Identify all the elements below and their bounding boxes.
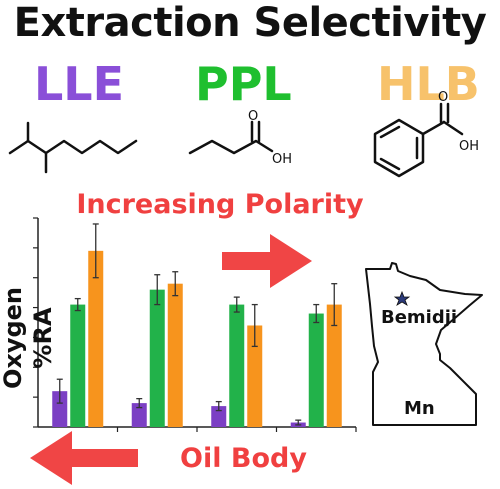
increasing-polarity-label: Increasing Polarity (76, 189, 364, 220)
error-bar-hlb-2 (172, 271, 179, 297)
error-bar-ppl-2 (154, 274, 161, 306)
chart-bars (52, 223, 342, 427)
bar-hlb-4 (326, 304, 342, 427)
city-label: Bemidji (381, 307, 458, 328)
bar-ppl-4 (308, 313, 324, 427)
error-bar-lle-3 (215, 400, 222, 412)
arrow-left-icon (30, 431, 138, 485)
bar-lle-2 (131, 403, 147, 427)
error-bar-lle-2 (136, 397, 143, 409)
bar-hlb-3 (247, 325, 263, 427)
bar-hlb-2 (167, 283, 183, 427)
bar-ppl-2 (149, 289, 165, 427)
method-label-hlb: HLB (377, 57, 480, 111)
error-bar-ppl-1 (74, 297, 81, 312)
oil-body-label: Oil Body (180, 443, 307, 474)
error-bar-hlb-1 (92, 223, 99, 279)
alkane-main-chain (8, 139, 138, 155)
benzoic-acid-structure (373, 102, 464, 178)
error-bar-hlb-3 (251, 303, 258, 348)
ring-double-bond-3 (379, 157, 401, 171)
ring-double-bond-1 (379, 125, 401, 139)
error-bar-lle-1 (56, 378, 63, 404)
bar-lle-3 (211, 406, 227, 427)
bar-ppl-3 (229, 304, 245, 427)
benzoic-hydroxyl-label: OH (459, 139, 479, 154)
chart-axes (37, 218, 356, 428)
bar-hlb-1 (88, 250, 104, 427)
method-label-ppl: PPL (195, 57, 292, 111)
butanoic-chain (188, 139, 274, 155)
star-icon (393, 290, 411, 306)
butanoic-oxygen-label: O (248, 109, 258, 124)
butanoic-acid-structure (188, 120, 274, 155)
minnesota-map-outline (365, 262, 483, 426)
benzoic-oxygen-label: O (438, 90, 448, 105)
y-ticks (33, 217, 38, 428)
benzoic-hydroxyl-bond (442, 120, 464, 136)
error-bar-lle-4 (295, 419, 302, 426)
bar-ppl-1 (70, 304, 86, 427)
arrow-right-icon (222, 234, 312, 288)
y-axis-label: Oxygen %RA (0, 286, 57, 390)
branched-alkane-structure (8, 121, 138, 174)
error-bar-ppl-4 (313, 303, 320, 324)
method-label-lle: LLE (34, 57, 125, 111)
state-label: Mn (404, 398, 435, 419)
butanoic-hydroxyl-label: OH (272, 152, 292, 167)
page-title: Extraction Selectivity (13, 0, 487, 46)
error-bar-hlb-4 (331, 283, 338, 327)
benzene-ring (373, 118, 425, 178)
x-ticks (116, 427, 357, 432)
error-bar-ppl-3 (233, 296, 240, 313)
bar-lle-1 (52, 391, 68, 427)
ring-carbonyl-bond (421, 120, 446, 136)
